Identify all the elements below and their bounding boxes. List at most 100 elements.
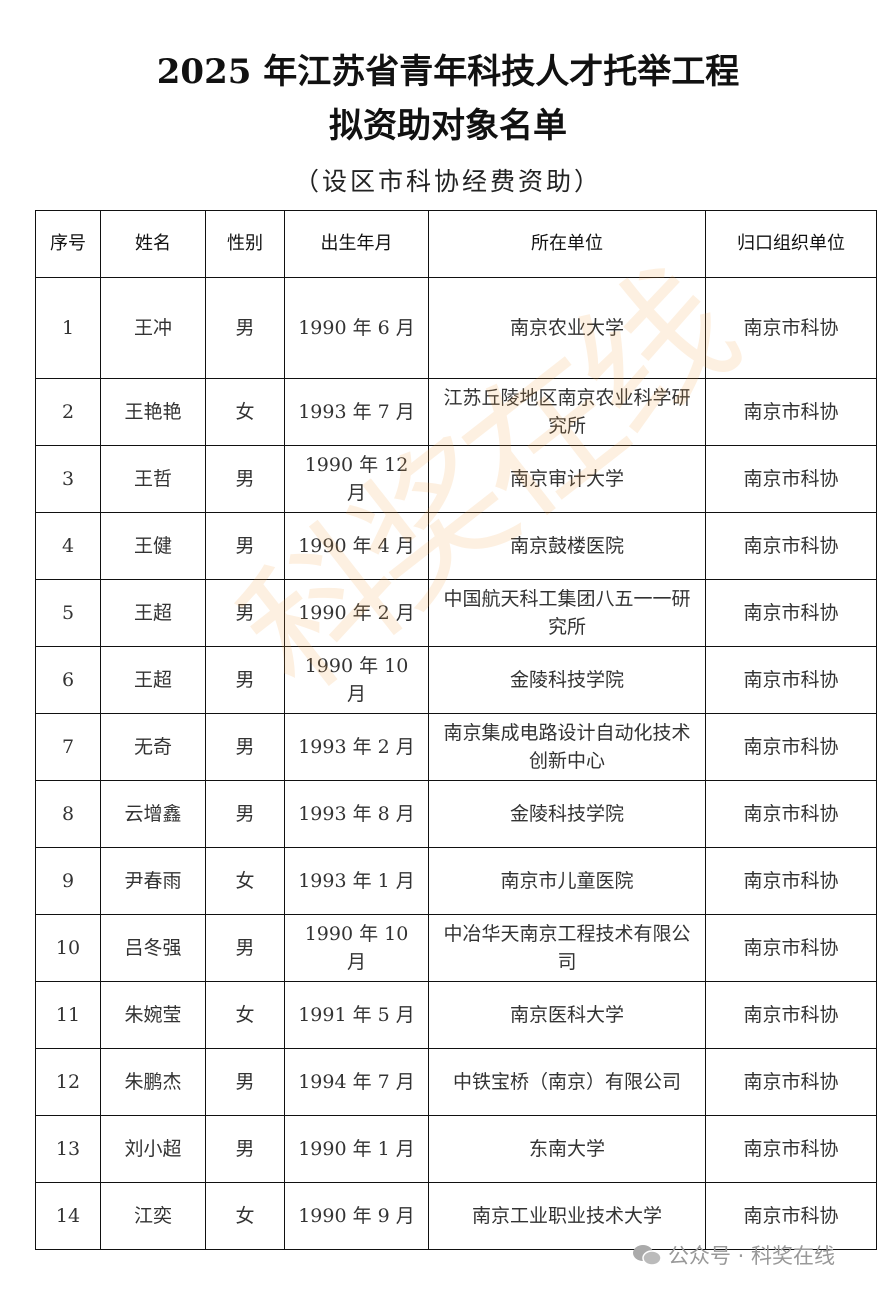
table-cell: 南京鼓楼医院: [428, 512, 706, 580]
table-cell: 中国航天科工集团八五一一研究所: [428, 579, 706, 647]
table-cell: 1990 年 2 月: [284, 579, 429, 647]
table-cell: 南京市科协: [705, 646, 877, 714]
table-cell: 南京工业职业技术大学: [428, 1182, 706, 1250]
table-cell: 南京审计大学: [428, 445, 706, 513]
table-cell: 男: [205, 512, 285, 580]
footer-watermark: 公众号 · 科奖在线: [632, 1240, 835, 1270]
footer-text: 公众号 · 科奖在线: [668, 1244, 836, 1268]
table-cell: 1990 年 9 月: [284, 1182, 429, 1250]
table-cell: 南京市儿童医院: [428, 847, 706, 915]
table-cell: 男: [205, 646, 285, 714]
document-title-line2: 拟资助对象名单: [329, 106, 567, 146]
table-cell: 男: [205, 1048, 285, 1116]
table-cell: 1990 年 1 月: [284, 1115, 429, 1183]
table-cell: 11: [35, 981, 101, 1049]
table-cell: 男: [205, 1115, 285, 1183]
table-cell: 2: [35, 378, 101, 446]
funding-list-table: 序号 姓名 性别 出生年月 所在单位 归口组织单位 1 王冲男 1990 年 6 月南京农业大…: [35, 210, 877, 1250]
table-cell: 女: [205, 378, 285, 446]
table-cell: 中铁宝桥（南京）有限公司: [428, 1048, 706, 1116]
wechat-icon: [633, 1245, 662, 1266]
table-cell: 女: [205, 1182, 285, 1250]
table-cell: 南京市科协: [705, 579, 877, 647]
table-cell: 南京市科协: [705, 981, 877, 1049]
table-cell: 吕冬强: [100, 914, 206, 982]
table-header-row: 序号 姓名 性别 出生年月 所在单位 归口组织单位: [35, 210, 877, 278]
table-cell: 14: [35, 1182, 101, 1250]
table-cell: 江苏丘陵地区南京农业科学研究所: [428, 378, 706, 446]
table-cell: 王艳艳: [100, 378, 206, 446]
table-cell: 南京医科大学: [428, 981, 706, 1049]
table-cell: 南京市科协: [705, 445, 877, 513]
table-cell: 8: [35, 780, 101, 848]
table-cell: 男: [205, 713, 285, 781]
table-cell: 1993 年 1 月: [284, 847, 429, 915]
table-cell: 南京市科协: [705, 378, 877, 446]
column-header: 出生年月: [284, 210, 429, 278]
table-row: 14 江奕女 1990 年 9 月南京工业职业技术大学 南京市科协: [35, 1182, 877, 1250]
table-cell: 南京市科协: [705, 1182, 877, 1250]
table-cell: 6: [35, 646, 101, 714]
table-cell: 12: [35, 1048, 101, 1116]
table-cell: 4: [35, 512, 101, 580]
table-cell: 南京市科协: [705, 1115, 877, 1183]
table-cell: 1990 年 10 月: [284, 914, 429, 982]
table-cell: 无奇: [100, 713, 206, 781]
table-cell: 1990 年 4 月: [284, 512, 429, 580]
table-cell: 东南大学: [428, 1115, 706, 1183]
table-cell: 5: [35, 579, 101, 647]
table-cell: 男: [205, 914, 285, 982]
table-row: 4 王健男 1990 年 4 月南京鼓楼医院 南京市科协: [35, 512, 877, 580]
table-row: 10 吕冬强男 1990 年 10 月中冶华天南京工程技术有限公司 南京市科协: [35, 914, 877, 982]
table-row: 6 王超男 1990 年 10 月金陵科技学院 南京市科协: [35, 646, 877, 714]
column-header: 姓名: [100, 210, 206, 278]
table-cell: 男: [205, 277, 285, 379]
table-cell: 南京市科协: [705, 713, 877, 781]
table-row: 7 无奇男 1993 年 2 月南京集成电路设计自动化技术创新中心 南京市科协: [35, 713, 877, 781]
table-cell: 南京市科协: [705, 512, 877, 580]
table-cell: 南京市科协: [705, 914, 877, 982]
table-row: 2 王艳艳女 1993 年 7 月江苏丘陵地区南京农业科学研究所 南京市科协: [35, 378, 877, 446]
table-cell: 南京集成电路设计自动化技术创新中心: [428, 713, 706, 781]
table-cell: 男: [205, 780, 285, 848]
table-cell: 南京市科协: [705, 780, 877, 848]
table-cell: 1993 年 7 月: [284, 378, 429, 446]
table-cell: 女: [205, 847, 285, 915]
table-cell: 1: [35, 277, 101, 379]
table-cell: 南京市科协: [705, 847, 877, 915]
table-cell: 10: [35, 914, 101, 982]
table-row: 1 王冲男 1990 年 6 月南京农业大学 南京市科协: [35, 277, 877, 379]
table-cell: 云增鑫: [100, 780, 206, 848]
table-row: 11 朱婉莹女 1991 年 5 月南京医科大学 南京市科协: [35, 981, 877, 1049]
table-cell: 3: [35, 445, 101, 513]
table-cell: 女: [205, 981, 285, 1049]
table-cell: 中冶华天南京工程技术有限公司: [428, 914, 706, 982]
table-row: 9 尹春雨女 1993 年 1 月南京市儿童医院 南京市科协: [35, 847, 877, 915]
table-cell: 1991 年 5 月: [284, 981, 429, 1049]
column-header: 所在单位: [428, 210, 706, 278]
column-header: 性别: [205, 210, 285, 278]
table-cell: 1990 年 12 月: [284, 445, 429, 513]
table-row: 12 朱鹏杰男 1994 年 7 月中铁宝桥（南京）有限公司 南京市科协: [35, 1048, 877, 1116]
table-cell: 金陵科技学院: [428, 646, 706, 714]
table-cell: 江奕: [100, 1182, 206, 1250]
table-cell: 1993 年 2 月: [284, 713, 429, 781]
table-cell: 1990 年 10 月: [284, 646, 429, 714]
document-title-line1: 2025 年江苏省青年科技人才托举工程: [156, 52, 740, 92]
column-header: 序号: [35, 210, 101, 278]
table-cell: 王超: [100, 579, 206, 647]
table-cell: 1993 年 8 月: [284, 780, 429, 848]
table-cell: 王超: [100, 646, 206, 714]
table-row: 3 王哲男 1990 年 12 月南京审计大学 南京市科协: [35, 445, 877, 513]
table-cell: 王健: [100, 512, 206, 580]
table-cell: 1990 年 6 月: [284, 277, 429, 379]
table-cell: 男: [205, 579, 285, 647]
table-cell: 王冲: [100, 277, 206, 379]
table-cell: 男: [205, 445, 285, 513]
document-subtitle: （设区市科协经费资助）: [293, 167, 602, 196]
table-cell: 朱鹏杰: [100, 1048, 206, 1116]
table-cell: 1994 年 7 月: [284, 1048, 429, 1116]
table-cell: 13: [35, 1115, 101, 1183]
table-cell: 王哲: [100, 445, 206, 513]
column-header: 归口组织单位: [705, 210, 877, 278]
